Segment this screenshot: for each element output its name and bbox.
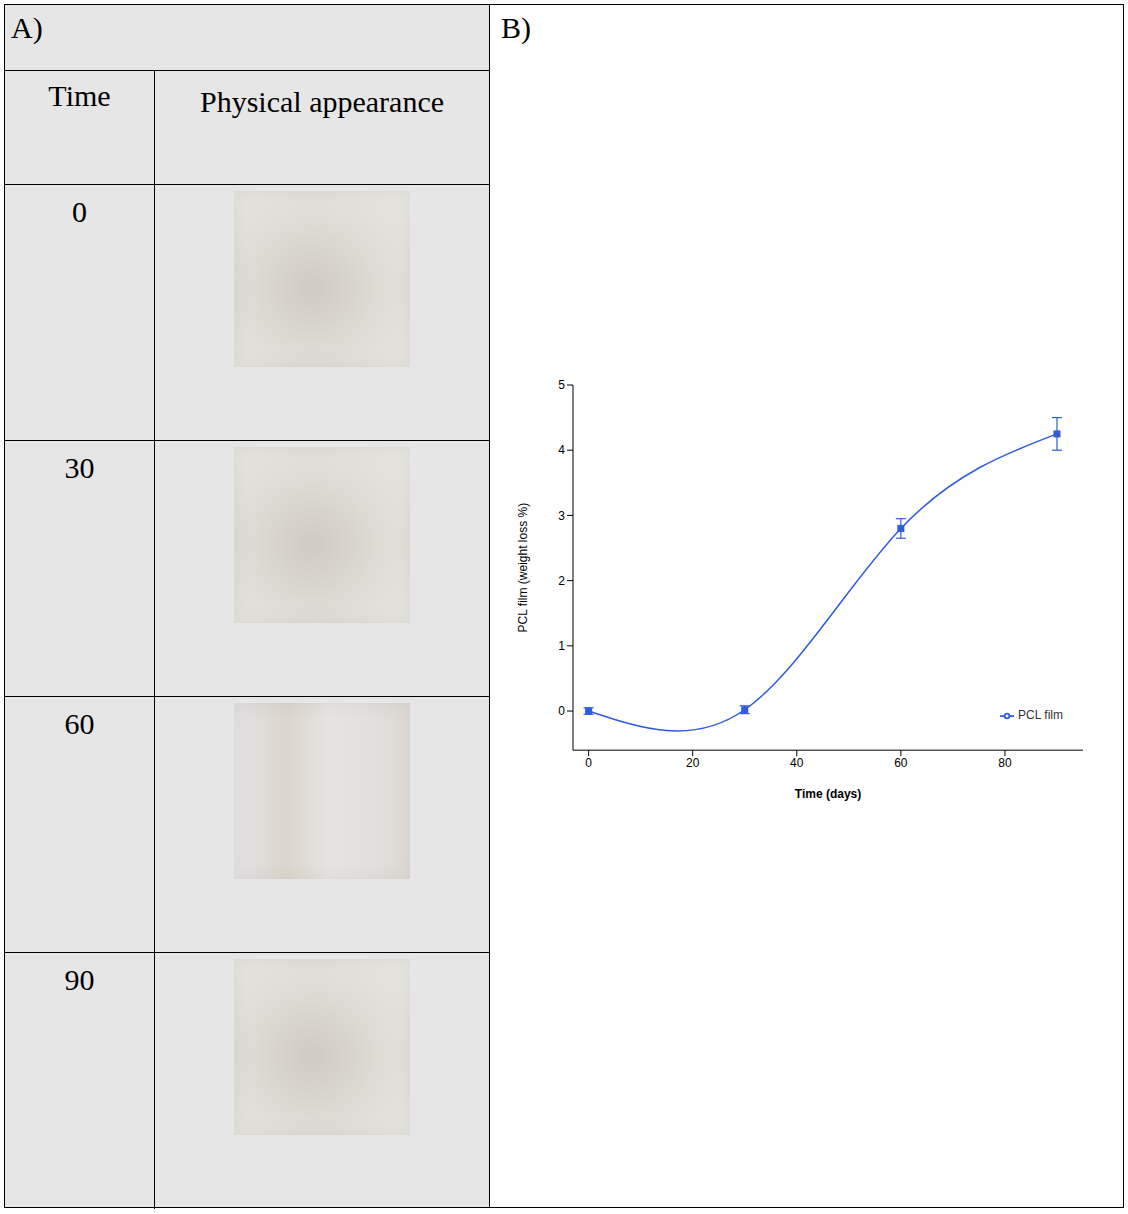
svg-text:80: 80 (998, 756, 1012, 770)
svg-text:0: 0 (558, 704, 565, 718)
svg-text:1: 1 (558, 639, 565, 653)
html-text:0: 0 (72, 195, 87, 228)
html-text:30: 30 (64, 451, 95, 484)
html-text:PCL film: PCL film (1018, 708, 1063, 723)
svg-text:PCL film (weight loss %): PCL film (weight loss %) (516, 503, 530, 633)
svg-text:5: 5 (558, 378, 565, 392)
svg-text:3: 3 (558, 509, 565, 523)
html-text:Physical appearance: Physical appearance (200, 85, 444, 118)
svg-text:2: 2 (558, 574, 565, 588)
html-text:A): A) (11, 11, 43, 44)
svg-text:Time (days): Time (days) (795, 787, 861, 801)
svg-text:20: 20 (686, 756, 700, 770)
svg-text:40: 40 (790, 756, 804, 770)
svg-text:60: 60 (894, 756, 908, 770)
svg-text:4: 4 (558, 443, 565, 457)
html-text:90: 90 (64, 963, 95, 996)
html-text:Time: Time (48, 79, 111, 112)
html-text:B): B) (501, 11, 531, 44)
svg-text:0: 0 (585, 756, 592, 770)
html-text:60: 60 (64, 707, 95, 740)
